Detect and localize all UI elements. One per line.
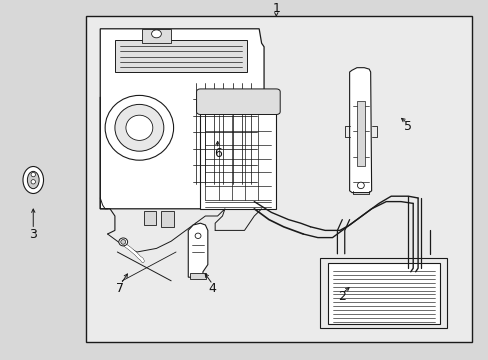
Bar	[327, 263, 439, 324]
Bar	[161, 211, 173, 227]
Bar	[200, 97, 276, 209]
Text: 6: 6	[213, 147, 221, 159]
Polygon shape	[100, 29, 264, 209]
Ellipse shape	[151, 30, 161, 38]
Bar	[320, 258, 447, 328]
Bar	[189, 273, 206, 279]
FancyBboxPatch shape	[196, 89, 280, 114]
Text: 2: 2	[338, 291, 346, 303]
Ellipse shape	[31, 172, 35, 177]
Bar	[142, 29, 171, 43]
Text: 3: 3	[29, 228, 37, 240]
Ellipse shape	[195, 233, 201, 239]
Ellipse shape	[31, 180, 35, 184]
Ellipse shape	[126, 115, 152, 140]
Text: 5: 5	[404, 120, 411, 132]
Text: 7: 7	[116, 282, 123, 294]
Ellipse shape	[105, 95, 173, 160]
Ellipse shape	[23, 166, 43, 194]
Ellipse shape	[115, 104, 163, 151]
Ellipse shape	[119, 238, 127, 246]
Bar	[115, 40, 246, 72]
Polygon shape	[349, 68, 371, 193]
Bar	[144, 211, 156, 225]
Text: 1: 1	[272, 3, 280, 15]
Polygon shape	[188, 223, 207, 277]
Text: 4: 4	[208, 282, 216, 294]
Bar	[85, 16, 471, 342]
Ellipse shape	[357, 182, 364, 189]
Ellipse shape	[121, 240, 125, 244]
Ellipse shape	[27, 171, 39, 189]
Bar	[356, 101, 364, 166]
